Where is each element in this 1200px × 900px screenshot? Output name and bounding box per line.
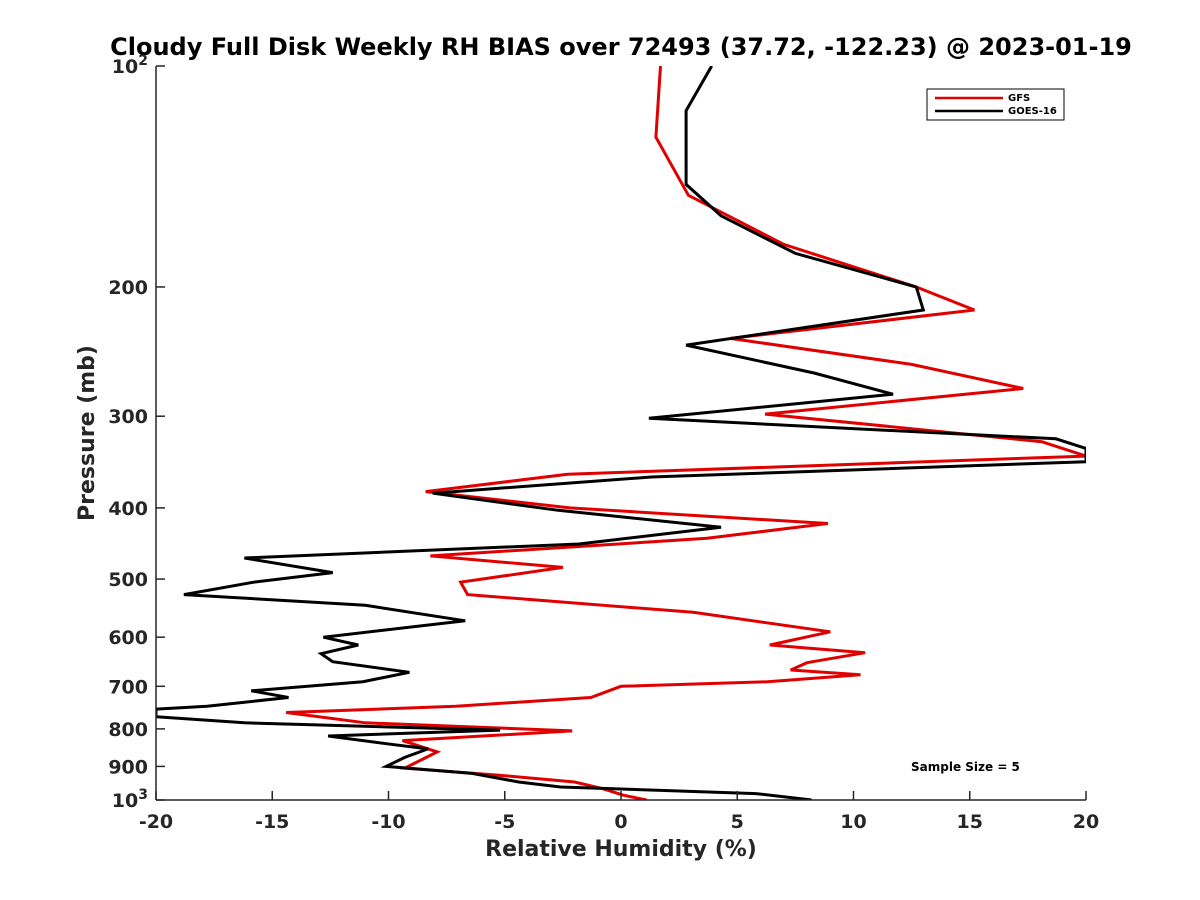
y-tick-label: 500 bbox=[108, 569, 148, 591]
legend-label-gfs: GFS bbox=[1008, 93, 1030, 104]
series-layer bbox=[156, 66, 1086, 800]
series-line-goes16 bbox=[156, 66, 1086, 800]
y-tick-label: 300 bbox=[108, 406, 148, 428]
x-tick-label: 10 bbox=[840, 811, 866, 833]
x-axis-label: Relative Humidity (%) bbox=[485, 837, 757, 862]
x-tick-label: 5 bbox=[731, 811, 744, 833]
chart-title: Cloudy Full Disk Weekly RH BIAS over 724… bbox=[110, 33, 1132, 61]
sample-size-annotation: Sample Size = 5 bbox=[911, 760, 1020, 774]
x-tick-label: -10 bbox=[371, 811, 405, 833]
y-tick-label: 200 bbox=[108, 277, 148, 299]
y-tick-label: 103 bbox=[112, 787, 148, 812]
legend: GFS GOES-16 bbox=[926, 88, 1065, 121]
y-tick-label: 102 bbox=[112, 53, 148, 78]
x-tick-label: -5 bbox=[494, 811, 515, 833]
legend-label-goes16: GOES-16 bbox=[1008, 106, 1057, 117]
x-tick-label: -20 bbox=[139, 811, 173, 833]
x-tick-label: -15 bbox=[255, 811, 289, 833]
y-tick-label: 700 bbox=[108, 676, 148, 698]
legend-box bbox=[926, 88, 1065, 121]
y-axis-label: Pressure (mb) bbox=[75, 345, 100, 521]
x-tick-label: 20 bbox=[1073, 811, 1099, 833]
y-tick-label: 400 bbox=[108, 498, 148, 520]
x-tick-label: 0 bbox=[614, 811, 627, 833]
x-tick-label: 15 bbox=[957, 811, 983, 833]
y-tick-label: 600 bbox=[108, 627, 148, 649]
y-tick-label: 800 bbox=[108, 719, 148, 741]
ticks-layer: -20 -15 -10 -5 0 5 10 15 20 102 200 300 400 500 600 700… bbox=[108, 53, 1099, 833]
y-tick-label: 900 bbox=[108, 756, 148, 778]
series-line-gfs bbox=[286, 66, 1086, 800]
